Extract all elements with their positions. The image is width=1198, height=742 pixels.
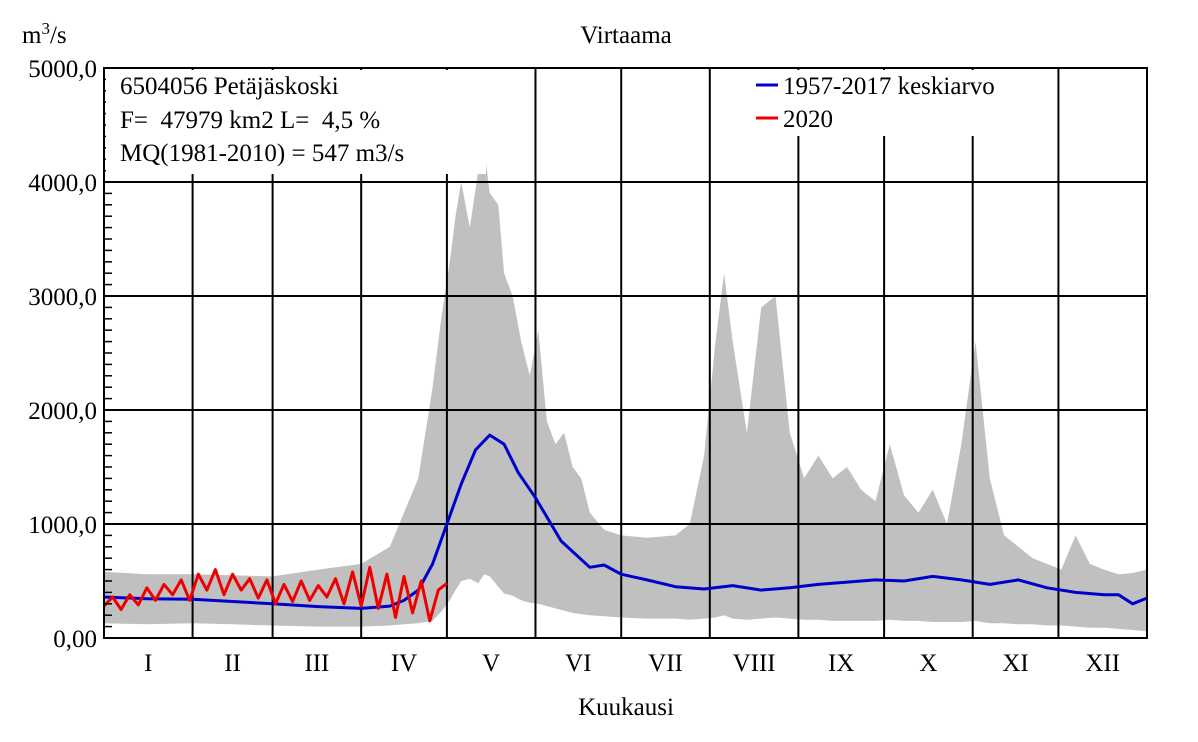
info-background: [106, 70, 486, 174]
y-tick-label: 4000,0: [28, 170, 97, 197]
legend-background: [750, 70, 1050, 136]
series-line-mean: [103, 433, 1148, 610]
month-label: IX: [828, 650, 854, 677]
y-axis-label: m3/s: [22, 19, 67, 49]
station-area: F= 47979 km2 L= 4,5 %: [120, 107, 380, 134]
legend-label-mean: 1957-2017 keskiarvo: [783, 73, 995, 100]
x-axis-label: Kuukausi: [578, 694, 674, 721]
month-label: III: [304, 650, 329, 677]
series-layer: [102, 433, 1148, 623]
station-name: 6504056 Petäjäskoski: [120, 73, 339, 100]
month-label: XII: [1085, 650, 1120, 677]
y-ticks-layer: 0,00 1000,0 2000,0 3000,0 4000,0 5000,0: [28, 56, 112, 653]
month-label: V: [482, 650, 500, 677]
y-tick-label: 2000,0: [28, 398, 97, 425]
month-label: VII: [648, 650, 683, 677]
month-label: XI: [1002, 650, 1028, 677]
min-max-band: [104, 147, 1147, 632]
y-tick-label: 5000,0: [28, 56, 97, 83]
month-label: VI: [565, 650, 591, 677]
plot-frame: [103, 67, 1148, 639]
y-axis-label-rest: /s: [50, 22, 67, 49]
month-labels-layer: I II III IV V VI VII VIII IX X XI XII: [144, 650, 1120, 677]
month-label: X: [919, 650, 937, 677]
month-label: IV: [391, 650, 417, 677]
month-label: II: [224, 650, 241, 677]
month-label: I: [144, 650, 152, 677]
y-tick-label: 0,00: [53, 626, 97, 653]
chart-title: Virtaama: [580, 22, 672, 49]
legend-label-2020: 2020: [783, 106, 833, 133]
y-axis-label-superscript: 3: [41, 19, 50, 38]
min-max-band-layer: [104, 147, 1147, 632]
series-line-2020: [102, 565, 448, 623]
y-tick-label: 3000,0: [28, 284, 97, 311]
station-mq: MQ(1981-2010) = 547 m3/s: [120, 140, 404, 167]
y-tick-label: 1000,0: [28, 512, 97, 539]
legend: 1957-2017 keskiarvo 2020: [750, 70, 1050, 136]
month-label: VIII: [733, 650, 776, 677]
y-axis-label-base: m: [22, 22, 42, 49]
station-info: 6504056 Petäjäskoski F= 47979 km2 L= 4,5…: [106, 70, 486, 174]
